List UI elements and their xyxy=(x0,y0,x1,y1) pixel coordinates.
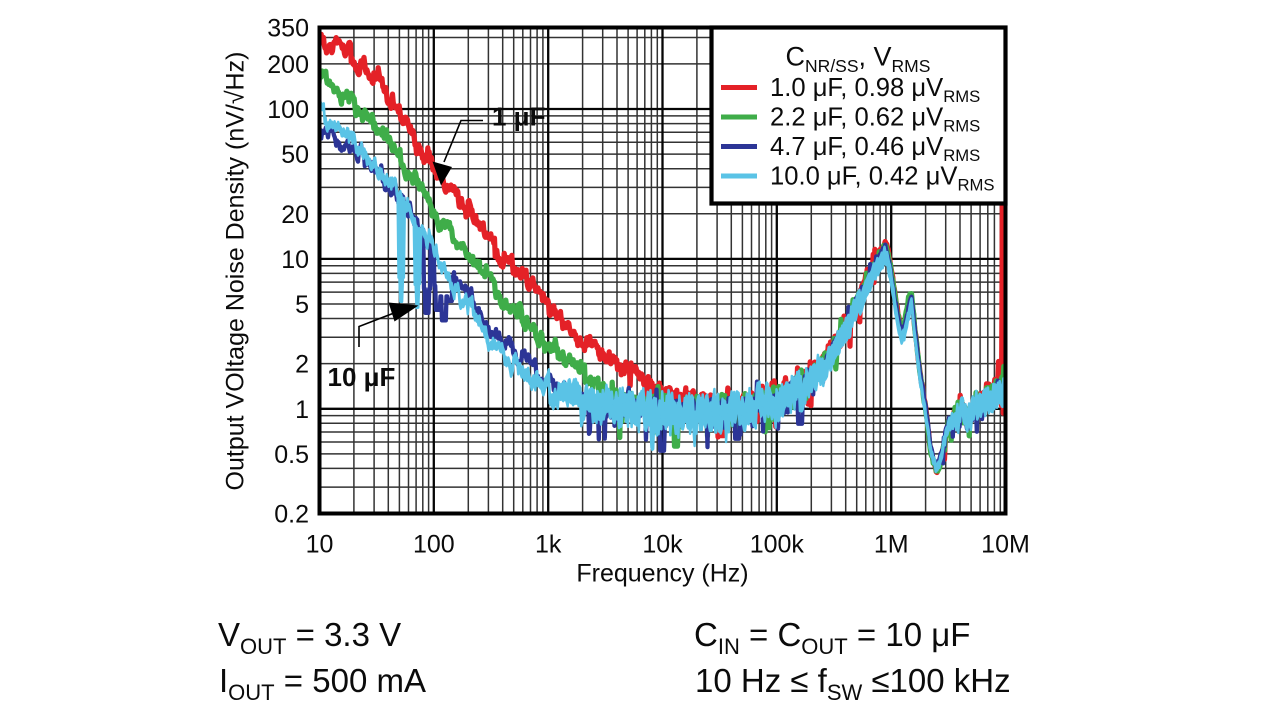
svg-text:100k: 100k xyxy=(750,531,805,559)
svg-text:100: 100 xyxy=(413,531,455,559)
svg-text:10M: 10M xyxy=(981,531,1030,559)
svg-text:200: 200 xyxy=(267,51,309,79)
svg-text:10 μF: 10 μF xyxy=(328,362,396,392)
svg-text:10 Hz ≤ fSW ≤100 kHz: 10 Hz ≤ fSW ≤100 kHz xyxy=(695,662,1011,705)
svg-text:50: 50 xyxy=(281,141,309,169)
svg-text:10.0 μF, 0.42 μVRMS: 10.0 μF, 0.42 μVRMS xyxy=(770,163,995,195)
svg-text:10: 10 xyxy=(281,246,309,274)
svg-text:1: 1 xyxy=(295,396,309,424)
svg-text:Frequency (Hz): Frequency (Hz) xyxy=(576,560,748,588)
svg-text:1M: 1M xyxy=(874,531,909,559)
svg-text:100: 100 xyxy=(267,96,309,124)
svg-text:Output VOltage Noise Density (: Output VOltage Noise Density (nV/√Hz) xyxy=(222,52,250,491)
svg-text:2: 2 xyxy=(295,351,309,379)
svg-text:0.2: 0.2 xyxy=(274,501,309,529)
svg-text:1k: 1k xyxy=(535,531,562,559)
svg-text:CIN = COUT = 10 μF: CIN = COUT = 10 μF xyxy=(694,616,970,659)
svg-text:1 μF: 1 μF xyxy=(492,102,545,132)
svg-text:20: 20 xyxy=(281,201,309,229)
svg-text:10: 10 xyxy=(306,531,334,559)
svg-text:5: 5 xyxy=(295,291,309,319)
svg-text:10k: 10k xyxy=(642,531,683,559)
svg-text:350: 350 xyxy=(267,15,309,43)
svg-text:0.5: 0.5 xyxy=(274,441,309,469)
